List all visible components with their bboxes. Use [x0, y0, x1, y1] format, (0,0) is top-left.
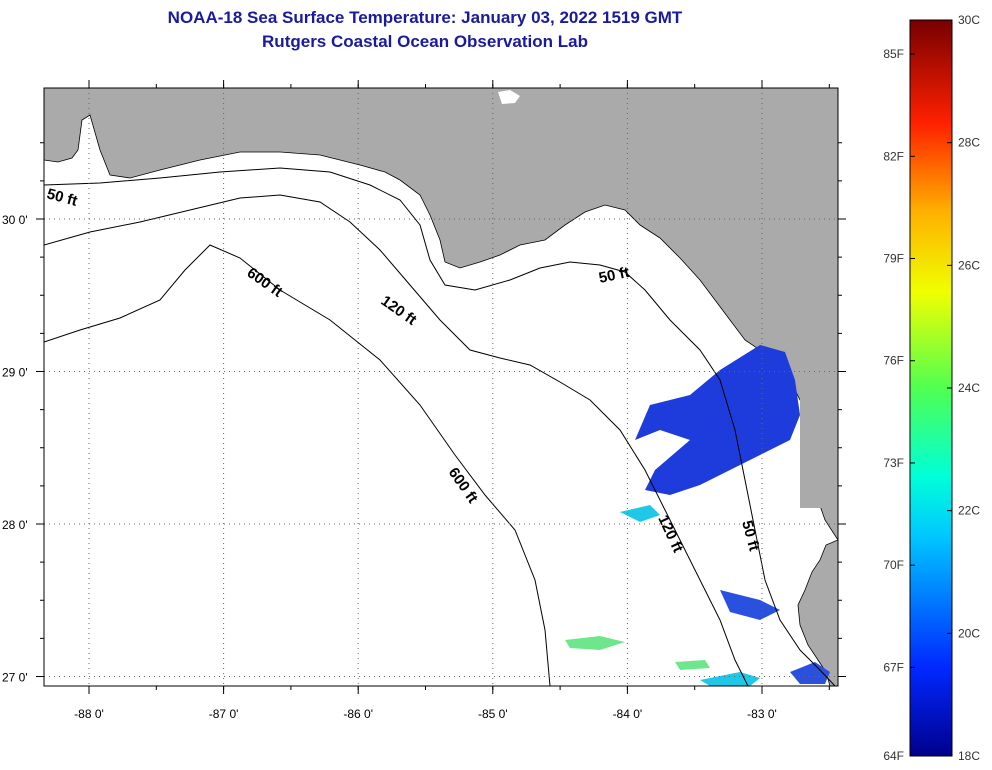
celsius-label: 18C [958, 749, 980, 763]
lat-tick-label: 27 0' [2, 671, 28, 685]
lon-tick-label: -85 0' [478, 707, 508, 721]
contour-label: 50 ft [597, 264, 631, 287]
map-frame [43, 87, 839, 687]
land-east [800, 88, 838, 508]
celsius-label: 28C [958, 136, 980, 150]
lon-tick-label: -87 0' [209, 707, 239, 721]
fahrenheit-label: 67F [883, 660, 904, 674]
fahrenheit-label: 85F [883, 47, 904, 61]
lat-tick-label: 29 0' [2, 366, 28, 380]
lon-tick-label: -84 0' [613, 707, 643, 721]
fahrenheit-label: 79F [883, 252, 904, 266]
lat-tick-label: 30 0' [2, 213, 28, 227]
sst-patch-mild [565, 636, 625, 650]
celsius-label: 22C [958, 504, 980, 518]
celsius-label: 24C [958, 381, 980, 395]
fahrenheit-label: 73F [883, 456, 904, 470]
fahrenheit-label: 64F [883, 749, 904, 763]
celsius-label: 20C [958, 626, 980, 640]
sst-patch-cold [635, 345, 800, 495]
sst-patch-cold-2 [720, 590, 780, 620]
contour-50ft [44, 167, 836, 686]
lon-tick-label: -83 0' [747, 707, 777, 721]
sst-patch-cool-2 [700, 672, 760, 686]
lat-tick-label: 28 0' [2, 518, 28, 532]
sst-patch-cold-3 [790, 662, 830, 684]
lon-tick-label: -86 0' [343, 707, 373, 721]
sst-patch-cool [620, 505, 660, 522]
fahrenheit-label: 82F [883, 149, 904, 163]
lon-tick-label: -88 0' [74, 707, 104, 721]
island [498, 90, 520, 104]
chart-title: NOAA-18 Sea Surface Temperature: January… [167, 8, 683, 27]
celsius-label: 26C [958, 258, 980, 272]
contour-120ft [44, 194, 749, 686]
fahrenheit-label: 76F [883, 354, 904, 368]
sst-patch-mild-2 [675, 660, 710, 670]
colorbar [909, 19, 953, 757]
chart-subtitle: Rutgers Coastal Ocean Observation Lab [262, 32, 588, 51]
fahrenheit-label: 70F [883, 558, 904, 572]
celsius-label: 30C [958, 13, 980, 27]
contour-600ft [44, 244, 551, 686]
